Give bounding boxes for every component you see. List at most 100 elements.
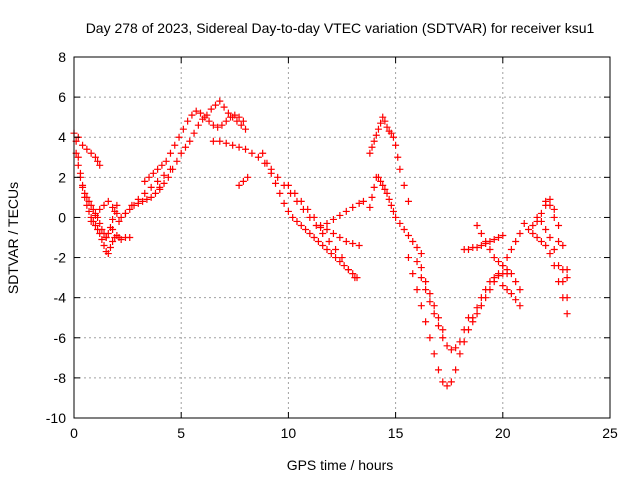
data-point	[464, 246, 472, 254]
data-point	[74, 153, 82, 161]
y-tick-label: 6	[58, 89, 66, 105]
data-point	[117, 236, 125, 244]
data-point	[297, 221, 305, 229]
data-point	[291, 189, 299, 197]
data-point	[302, 225, 310, 233]
data-point	[216, 97, 224, 105]
data-point	[370, 137, 378, 145]
data-point	[486, 286, 494, 294]
data-point	[284, 181, 292, 189]
data-point	[550, 213, 558, 221]
data-point	[377, 119, 385, 127]
data-point	[387, 201, 395, 209]
series-9	[259, 149, 361, 282]
data-point	[85, 197, 93, 205]
y-tick-label: 4	[58, 129, 66, 145]
data-point	[79, 141, 87, 149]
data-point	[404, 231, 412, 239]
data-point	[486, 246, 494, 254]
data-point	[196, 109, 204, 117]
data-point	[342, 238, 350, 246]
data-point	[381, 185, 389, 193]
data-point	[141, 189, 149, 197]
data-point	[490, 254, 498, 262]
data-point	[490, 236, 498, 244]
data-point	[87, 149, 95, 157]
data-point	[224, 109, 232, 117]
data-point	[96, 161, 104, 169]
data-point	[100, 201, 108, 209]
data-point	[417, 250, 425, 258]
data-point	[87, 201, 95, 209]
data-point	[327, 250, 335, 258]
data-point	[452, 344, 460, 352]
data-point	[503, 286, 511, 294]
data-point	[239, 117, 247, 125]
data-point	[516, 302, 524, 310]
data-point	[91, 211, 99, 219]
data-point	[355, 242, 363, 250]
data-point	[143, 195, 151, 203]
data-point	[366, 203, 374, 211]
data-point	[145, 173, 153, 181]
y-tick-label: 8	[58, 49, 66, 65]
data-point	[563, 274, 571, 282]
data-point	[235, 143, 243, 151]
data-point	[102, 234, 110, 241]
data-point	[336, 258, 344, 266]
data-point	[235, 113, 243, 121]
data-point	[392, 213, 400, 221]
data-point	[147, 183, 155, 191]
data-point	[79, 181, 87, 189]
data-point	[126, 205, 134, 213]
data-point	[323, 246, 331, 254]
data-point	[516, 286, 524, 294]
data-point	[222, 139, 230, 147]
data-point	[186, 137, 194, 145]
data-point	[106, 244, 114, 252]
data-point	[473, 310, 481, 318]
data-point	[166, 149, 174, 157]
data-point	[495, 258, 503, 266]
series-24	[533, 213, 571, 302]
y-axis-label: SDTVAR / TECUs	[5, 182, 21, 294]
data-point	[477, 229, 485, 237]
data-point	[473, 244, 481, 252]
data-point	[430, 310, 438, 318]
data-point	[329, 229, 337, 237]
data-point	[184, 117, 192, 125]
data-point	[336, 234, 344, 241]
y-tick-label: -8	[54, 370, 67, 386]
data-point	[499, 231, 507, 239]
data-point	[272, 179, 280, 187]
data-point	[216, 137, 224, 145]
data-point	[139, 197, 147, 205]
data-point	[229, 113, 237, 121]
data-point	[188, 111, 196, 119]
data-point	[392, 141, 400, 149]
data-point	[383, 123, 391, 131]
data-point	[342, 207, 350, 215]
data-point	[404, 254, 412, 262]
data-point	[306, 229, 314, 237]
data-point	[87, 217, 95, 225]
data-point	[83, 193, 91, 201]
data-point	[546, 195, 554, 203]
data-point	[81, 189, 89, 197]
data-point	[162, 157, 170, 165]
data-point	[212, 101, 220, 109]
series-4	[87, 185, 164, 225]
data-point	[276, 189, 284, 197]
data-point	[244, 173, 252, 181]
data-point	[141, 177, 149, 185]
data-point	[439, 334, 447, 342]
data-point	[537, 238, 545, 246]
data-point	[104, 250, 112, 258]
data-point	[154, 177, 162, 185]
data-point	[394, 153, 402, 161]
data-point	[109, 225, 117, 233]
series-6	[141, 107, 247, 185]
data-point	[482, 238, 490, 246]
data-point	[113, 209, 121, 217]
